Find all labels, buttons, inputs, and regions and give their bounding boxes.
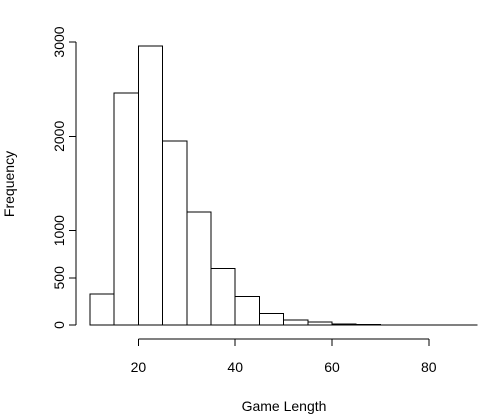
histogram-bar <box>186 211 212 326</box>
y-tick-label: 1000 <box>51 215 67 246</box>
y-tick-label: 500 <box>51 266 67 290</box>
y-tick-label: 3000 <box>51 26 67 57</box>
x-tick-label: 40 <box>227 359 243 375</box>
histogram-bar <box>113 92 139 326</box>
histogram-bar <box>210 267 236 326</box>
histogram-bar <box>283 319 309 326</box>
histogram-bar <box>234 296 260 326</box>
y-tick-label: 2000 <box>51 121 67 152</box>
histogram-bars <box>89 45 478 326</box>
histogram-bar <box>137 45 164 326</box>
x-tick-label: 20 <box>131 359 147 375</box>
histogram-bar <box>258 313 285 326</box>
histogram-bar <box>331 323 357 326</box>
y-tick-label: 0 <box>51 321 67 329</box>
x-tick-label: 80 <box>421 359 437 375</box>
histogram-bar <box>162 140 188 326</box>
x-axis-title: Game Length <box>242 398 327 414</box>
y-axis-title: Frequency <box>1 151 17 217</box>
histogram-bar <box>307 321 333 326</box>
x-axis: 20 40 60 80 <box>131 338 437 375</box>
x-tick-label: 60 <box>324 359 340 375</box>
y-axis: 0 500 1000 2000 3000 <box>51 26 77 329</box>
histogram-bar <box>89 293 115 326</box>
